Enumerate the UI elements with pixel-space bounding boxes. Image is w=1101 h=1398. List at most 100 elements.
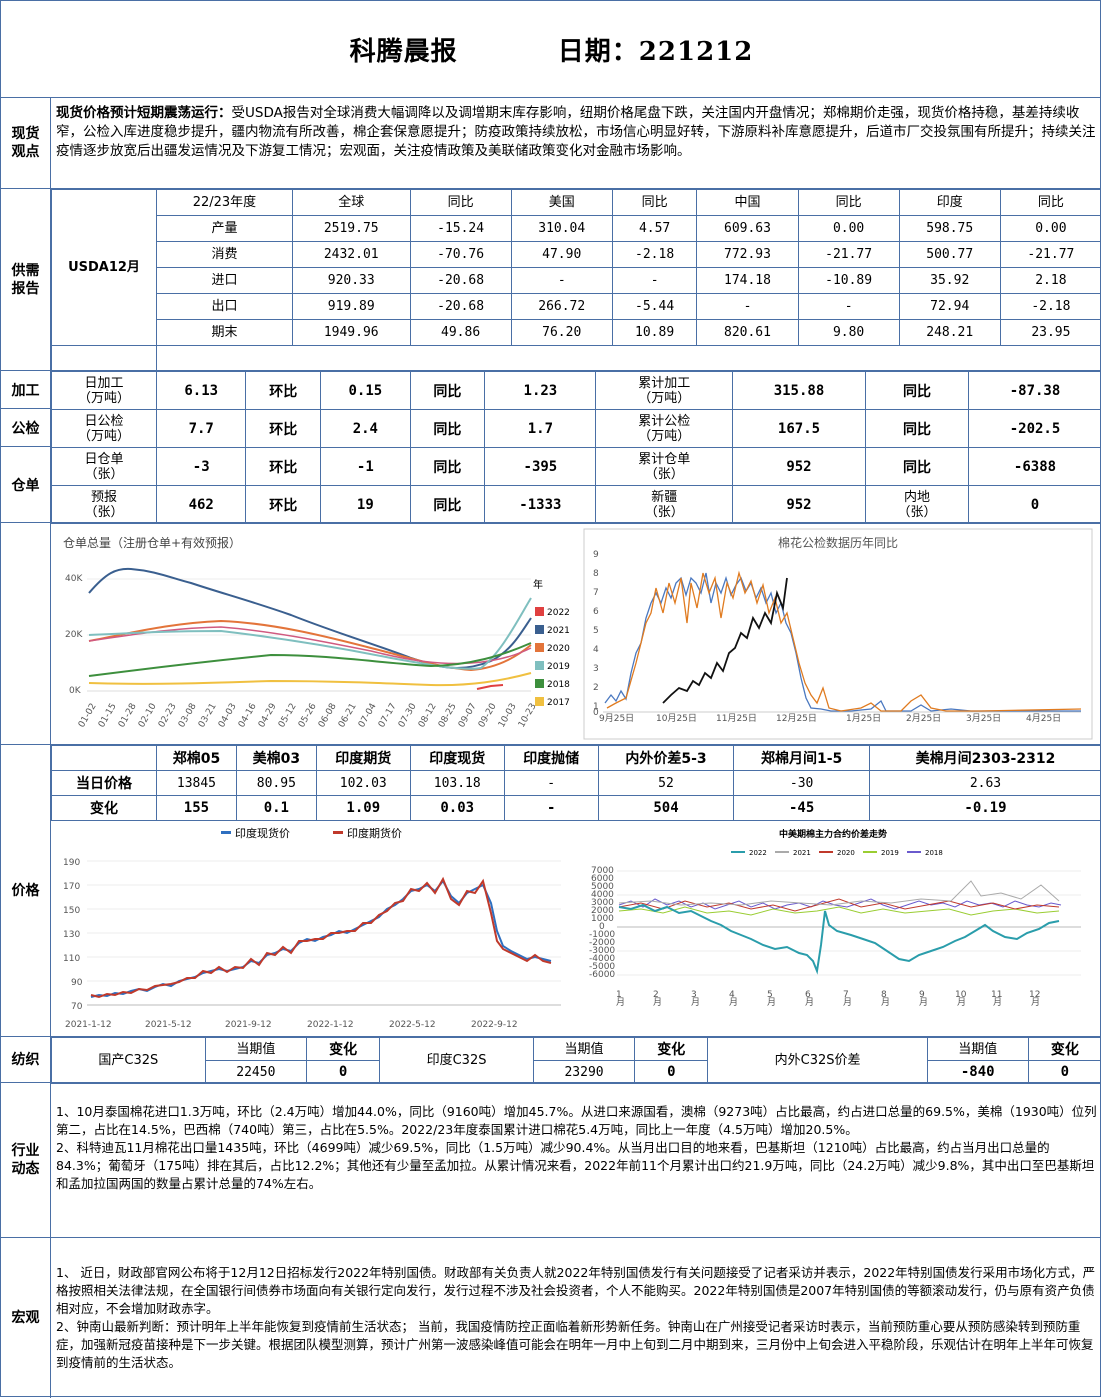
macro-text: 1、 近日，财政部官网公布将于12月12日招标发行2022年特别国债。财政部有关…: [51, 1238, 1101, 1398]
svg-text:2018: 2018: [925, 849, 943, 857]
usda-header-cell: 22/23年度: [157, 190, 293, 216]
industry-paragraph-1: 1、10月泰国棉花进口1.3万吨，环比（2.4万吨）增加44.0%，同比（916…: [56, 1103, 1097, 1139]
svg-text:04-16: 04-16: [237, 702, 259, 730]
svg-text:2019: 2019: [547, 662, 570, 672]
svg-text:09-07: 09-07: [457, 702, 479, 730]
chart-title: 中美期棉主力合约价差走势: [779, 828, 887, 840]
usda-header-cell: 同比: [410, 190, 511, 216]
svg-text:01-02: 01-02: [77, 702, 99, 730]
series-line-2017: [89, 673, 531, 685]
svg-text:0K: 0K: [69, 686, 82, 696]
svg-text:2022: 2022: [749, 849, 767, 857]
svg-text:07-04: 07-04: [357, 702, 379, 730]
svg-text:09-20: 09-20: [477, 702, 499, 730]
industry-paragraph-2: 2、科特迪瓦11月棉花出口量1435吨，环比（4699吨）减少69.5%，同比（…: [56, 1139, 1097, 1193]
svg-text:8: 8: [593, 569, 599, 579]
svg-text:2022-5-12: 2022-5-12: [389, 1020, 436, 1030]
usda-header-cell: 全球: [292, 190, 410, 216]
section-label-inspect: 公检: [1, 409, 51, 447]
svg-text:10-03: 10-03: [497, 702, 519, 730]
svg-text:2022-1-12: 2022-1-12: [307, 1020, 354, 1030]
svg-text:07-30: 07-30: [397, 702, 419, 730]
svg-text:9月25日: 9月25日: [599, 713, 634, 724]
section-label-supply: 供需 报告: [1, 189, 51, 370]
legend-label-futures: 印度期货价: [347, 826, 402, 840]
svg-text:130: 130: [63, 930, 80, 940]
svg-text:6: 6: [593, 607, 599, 617]
spot-view-section: 现货 观点 现货价格预计短期震荡运行：受USDA报告对全球消费大幅调降以及调增期…: [1, 98, 1101, 189]
svg-text:04-03: 04-03: [217, 702, 239, 730]
svg-text:12月25日: 12月25日: [776, 713, 817, 724]
svg-text:11月25日: 11月25日: [716, 713, 757, 724]
svg-text:月: 月: [653, 997, 662, 1008]
macro-section: 宏观 1、 近日，财政部官网公布将于12月12日招标发行2022年特别国债。财政…: [1, 1238, 1101, 1398]
svg-text:3: 3: [593, 664, 599, 674]
svg-text:2022: 2022: [547, 608, 570, 618]
section-label-price: 价格: [1, 745, 51, 1036]
macro-paragraph-1: 1、 近日，财政部官网公布将于12月12日招标发行2022年特别国债。财政部有关…: [56, 1264, 1097, 1318]
svg-text:4: 4: [593, 645, 599, 655]
svg-text:04-29: 04-29: [257, 702, 279, 730]
svg-text:4月25日: 4月25日: [1026, 713, 1061, 724]
svg-text:03-21: 03-21: [197, 702, 219, 730]
section-label-warehouse: 仓单: [1, 447, 51, 523]
spot-view-text: 现货价格预计短期震荡运行：受USDA报告对全球消费大幅调降以及调增期末库存影响，…: [51, 98, 1101, 188]
svg-text:10月25日: 10月25日: [656, 713, 697, 724]
series-line-2022: [477, 685, 503, 689]
svg-text:2017: 2017: [547, 698, 570, 708]
svg-text:40K: 40K: [65, 574, 83, 584]
svg-text:02-23: 02-23: [157, 702, 179, 730]
svg-text:2021-5-12: 2021-5-12: [145, 1020, 192, 1030]
svg-text:月: 月: [729, 997, 738, 1008]
section-label-view: 现货 观点: [1, 98, 51, 188]
svg-text:07-17: 07-17: [377, 702, 399, 730]
svg-text:170: 170: [63, 882, 80, 892]
chart-title: 棉花公检数据历年同比: [778, 535, 898, 550]
usda-header-cell: 美国: [511, 190, 612, 216]
svg-text:190: 190: [63, 858, 80, 868]
report-header: 科腾晨报 日期：221212: [1, 1, 1101, 98]
svg-text:3月25日: 3月25日: [966, 713, 1001, 724]
usda-header-cell: 同比: [1000, 190, 1101, 216]
svg-text:06-08: 06-08: [317, 702, 339, 730]
svg-text:月: 月: [843, 997, 852, 1008]
legend-swatch-futures: [333, 831, 343, 834]
macro-paragraph-2: 2、钟南山最新判断：预计明年上半年能恢复到疫情前生活状态； 当前，我国疫情防控正…: [56, 1318, 1097, 1372]
report-title: 科腾晨报: [350, 37, 458, 67]
svg-text:2020: 2020: [837, 849, 855, 857]
usda-header-cell: 中国: [697, 190, 798, 216]
chart-title: 仓单总量（注册仓单+有效预报）: [63, 535, 241, 550]
series-line-2021: [89, 569, 531, 668]
section-label-process: 加工: [1, 371, 51, 409]
section-label-industry: 行业 动态: [1, 1083, 51, 1237]
svg-text:2月25日: 2月25日: [906, 713, 941, 724]
svg-text:2022-9-12: 2022-9-12: [471, 1020, 518, 1030]
svg-text:06-21: 06-21: [337, 702, 359, 730]
svg-text:月: 月: [691, 997, 700, 1008]
svg-text:110: 110: [63, 954, 80, 964]
svg-text:2021: 2021: [793, 849, 811, 857]
svg-text:2021-1-12: 2021-1-12: [65, 1020, 112, 1030]
legend-label-spot: 印度现货价: [235, 826, 290, 840]
series-line-2022-spread: [619, 905, 1059, 971]
svg-text:月: 月: [919, 997, 928, 1008]
svg-text:月: 月: [805, 997, 814, 1008]
svg-text:150: 150: [63, 906, 80, 916]
legend: 2022 2021 2020 2019 2018: [731, 849, 943, 857]
usda-header-cell: 同比: [798, 190, 899, 216]
svg-text:月: 月: [993, 997, 1002, 1008]
